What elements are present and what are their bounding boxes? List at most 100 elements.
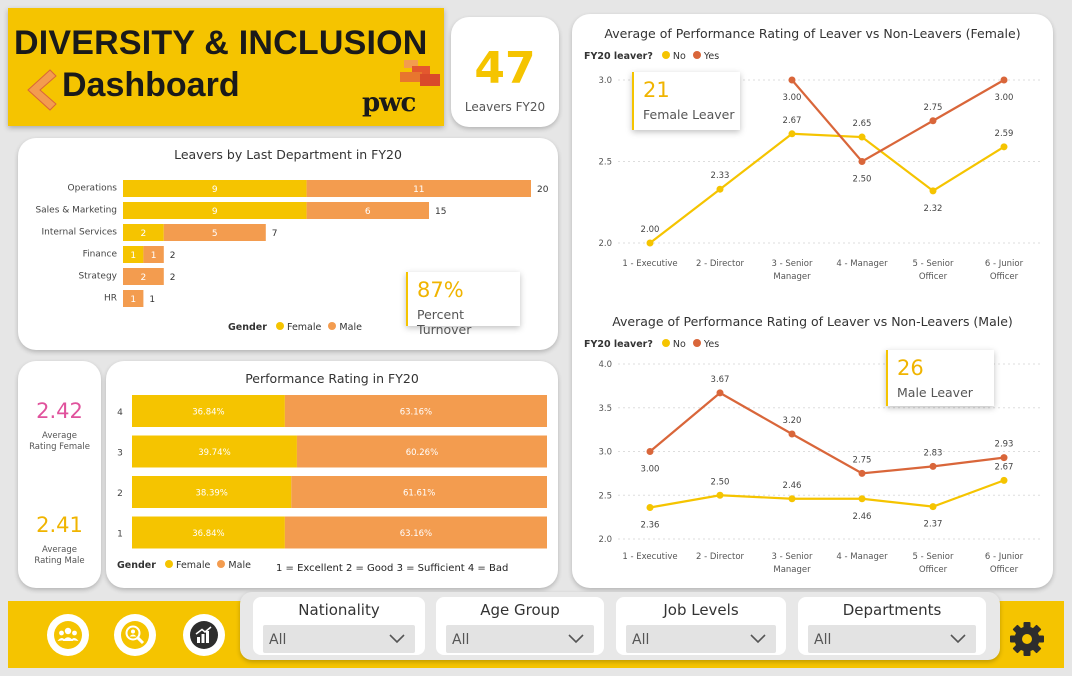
filter-departments-select[interactable]: All: [808, 625, 976, 653]
male-legend-title: FY20 leaver?: [584, 339, 653, 350]
perf-bar-female[interactable]: [132, 435, 297, 468]
dept-bar-value: 1: [130, 251, 136, 261]
line-point-no[interactable]: [716, 491, 724, 499]
line-point-no[interactable]: [788, 495, 796, 503]
line-point-no[interactable]: [646, 239, 654, 247]
male-leaver-value: 26: [897, 356, 924, 380]
perf-bar-female[interactable]: [132, 395, 285, 427]
chevron-down-icon: [750, 634, 766, 644]
line-point-label: 3.00: [995, 93, 1014, 103]
perf-legend-male: Male: [228, 560, 251, 571]
perf-bar-male[interactable]: [284, 516, 547, 549]
legend-male-dot: [328, 322, 337, 330]
filter-job-levels-select[interactable]: All: [626, 625, 776, 653]
line-point-no[interactable]: [716, 185, 724, 193]
line-point-no[interactable]: [858, 133, 866, 141]
perf-bar-label: 38.39%: [195, 489, 227, 499]
filter-age-group-value: All: [452, 632, 470, 648]
line-point-no[interactable]: [788, 130, 796, 138]
dept-bar-male[interactable]: [143, 246, 164, 263]
perf-legend-male-dot: [217, 560, 226, 568]
line-point-label: 2.32: [924, 204, 943, 214]
line-point-yes[interactable]: [788, 430, 796, 438]
dept-bar-male[interactable]: [306, 202, 429, 219]
perf-bar-label: 60.26%: [406, 448, 438, 458]
perf-category-label: 4: [117, 408, 123, 418]
dept-total-label: 1: [149, 295, 155, 305]
dept-bar-female[interactable]: [123, 224, 164, 241]
perf-bar-female[interactable]: [132, 476, 292, 508]
dept-legend-title: Gender: [228, 322, 267, 333]
line-point-yes[interactable]: [929, 117, 937, 125]
search-person-icon[interactable]: [114, 614, 156, 656]
back-chevron-icon[interactable]: [20, 68, 60, 112]
line-point-yes[interactable]: [788, 76, 796, 84]
female-legend-no: No: [672, 51, 686, 62]
leavers-label: Leavers FY20: [464, 100, 546, 114]
dept-bar-male[interactable]: [306, 180, 531, 197]
line-point-no[interactable]: [1000, 476, 1008, 484]
line-point-no[interactable]: [929, 187, 937, 195]
line-point-no[interactable]: [858, 495, 866, 503]
line-point-label: 2.50: [853, 175, 872, 185]
x-category-label: 2 - Director: [696, 259, 745, 269]
line-point-yes[interactable]: [1000, 454, 1008, 462]
dept-chart-title: Leavers by Last Department in FY20: [174, 147, 402, 162]
y-tick-label: 4.0: [598, 360, 612, 370]
dept-bar-female[interactable]: [123, 202, 307, 219]
perf-bar-male[interactable]: [296, 435, 547, 468]
female-legend-no-dot: [661, 51, 670, 59]
leavers-count: 47: [474, 43, 536, 94]
line-point-label: 2.75: [924, 103, 943, 113]
line-point-yes[interactable]: [716, 389, 724, 397]
dept-category-label: Sales & Marketing: [35, 206, 117, 216]
perf-chart: 4 36.84% 63.16% 3 39.74% 60.26% 2 38.39% 61.61% 1…: [117, 395, 547, 549]
x-category-label: 6 - Junior: [985, 259, 1024, 269]
perf-bar-male[interactable]: [284, 395, 547, 427]
line-point-label: 2.67: [995, 462, 1014, 472]
line-point-no[interactable]: [929, 503, 937, 511]
x-category-label: 1 - Executive: [622, 552, 677, 562]
dept-category-label: Finance: [83, 250, 118, 260]
page-subtitle: Dashboard: [62, 66, 240, 104]
filter-age-group-label: Age Group: [480, 601, 560, 619]
x-category-label-line2: Officer: [919, 565, 948, 575]
line-point-label: 3.00: [641, 465, 660, 475]
line-point-no[interactable]: [1000, 143, 1008, 151]
line-point-yes[interactable]: [858, 469, 866, 477]
avg-rating-female-value: 2.42: [36, 399, 83, 423]
line-point-no[interactable]: [646, 504, 654, 511]
perf-bar-female[interactable]: [132, 516, 285, 549]
filter-age-group-select[interactable]: All: [446, 625, 594, 653]
x-category-label-line2: Manager: [773, 565, 811, 575]
gear-icon[interactable]: [1008, 620, 1046, 658]
perf-bar-male[interactable]: [291, 476, 547, 508]
male-chart-title: Average of Performance Rating of Leaver …: [612, 314, 1013, 329]
line-point-yes[interactable]: [1000, 76, 1008, 84]
dept-bar-male[interactable]: [123, 290, 144, 307]
dept-bar-male[interactable]: [163, 224, 266, 241]
dept-bar-female[interactable]: [123, 180, 307, 197]
dept-bar-female[interactable]: [123, 246, 144, 263]
dept-bar-value: 9: [212, 207, 218, 217]
dept-bar-male[interactable]: [123, 268, 164, 285]
dept-bar-value: 5: [212, 229, 218, 239]
female-legend-yes: Yes: [703, 51, 720, 62]
dept-category-label: HR: [104, 294, 117, 304]
line-point-yes[interactable]: [858, 158, 866, 165]
avg-rating-card: 2.42 Average Rating Female 2.41 Average …: [18, 361, 101, 588]
line-point-yes[interactable]: [929, 462, 937, 470]
dept-legend-female: Female: [287, 322, 322, 333]
people-icon[interactable]: [47, 614, 89, 656]
x-category-label: 4 - Manager: [836, 552, 888, 562]
filter-nationality-select[interactable]: All: [263, 625, 415, 653]
y-tick-label: 2.5: [598, 491, 612, 501]
line-point-yes[interactable]: [646, 448, 654, 455]
chevron-down-icon: [568, 634, 584, 644]
line-point-label: 2.33: [711, 171, 730, 181]
filter-nationality-value: All: [269, 632, 287, 648]
bar-chart-icon[interactable]: [183, 614, 225, 656]
line-point-label: 2.59: [995, 129, 1014, 139]
perf-category-label: 2: [117, 489, 123, 499]
